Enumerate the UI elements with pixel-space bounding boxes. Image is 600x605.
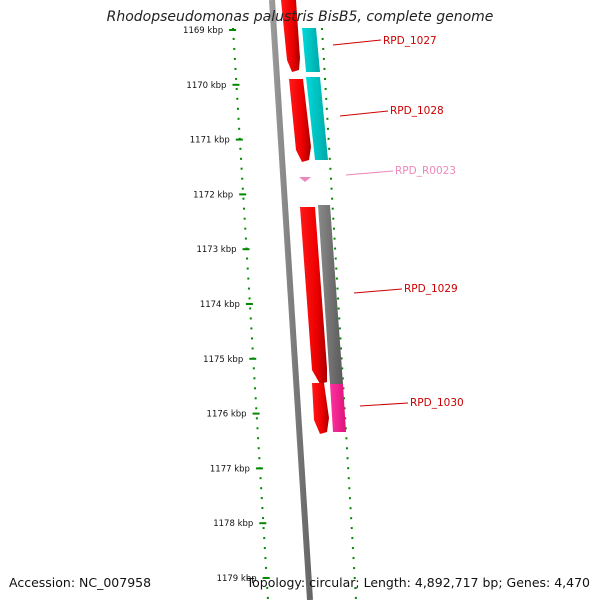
gene-callouts: RPD_1027 RPD_1028 RPD_R0023 RPD_1029 RPD… xyxy=(332,35,464,409)
cds-arrow xyxy=(300,207,327,384)
gene-label-rpd-1029: RPD_1029 xyxy=(404,283,458,295)
ruler-label: 1172 kbp xyxy=(193,190,233,200)
ruler-label: 1170 kbp xyxy=(186,81,226,91)
ruler-label: 1179 kbp xyxy=(217,574,257,584)
cds-arrow xyxy=(289,79,311,162)
genome-stats-text: Topology: circular; Length: 4,892,717 bp… xyxy=(246,575,590,590)
ruler-label: 1175 kbp xyxy=(203,355,243,365)
ruler-label: 1178 kbp xyxy=(213,519,253,529)
ruler-ticks xyxy=(229,29,270,579)
callout-line xyxy=(332,39,382,46)
gray-feature xyxy=(318,205,343,384)
cds-arrow xyxy=(312,383,329,434)
ruler-label: 1174 kbp xyxy=(200,300,240,310)
callout-line xyxy=(359,402,409,407)
gene-label-rpd-1030: RPD_1030 xyxy=(410,397,464,409)
rna-marker xyxy=(299,177,311,182)
ruler-label: 1171 kbp xyxy=(190,136,230,146)
cyan-feature xyxy=(302,28,320,72)
gene-label-rpd-1028: RPD_1028 xyxy=(390,105,444,117)
genome-backbone xyxy=(269,0,313,601)
callout-line xyxy=(339,110,389,117)
gene-label-rpd-r0023: RPD_R0023 xyxy=(395,165,456,177)
ruler-label: 1176 kbp xyxy=(207,410,247,420)
accession-text: Accession: NC_007958 xyxy=(9,575,152,590)
ruler-label: 1177 kbp xyxy=(210,464,250,474)
pink-feature xyxy=(330,384,346,432)
ruler-label: 1173 kbp xyxy=(196,245,236,255)
gene-label-rpd-1027: RPD_1027 xyxy=(383,35,437,47)
callout-line xyxy=(353,288,403,294)
callout-line xyxy=(345,170,394,176)
gene-features xyxy=(299,28,346,432)
cyan-feature xyxy=(306,77,328,160)
ruler-label: 1169 kbp xyxy=(183,26,223,36)
ruler-labels: 1169 kbp 1170 kbp 1171 kbp 1172 kbp 1173 kbp… xyxy=(183,26,257,584)
cds-features xyxy=(281,0,329,434)
ruler-dotted-outer xyxy=(232,27,269,601)
page-title: Rhodopseudomonas palustris BisB5, comple… xyxy=(106,9,494,25)
cds-arrow xyxy=(281,0,300,72)
